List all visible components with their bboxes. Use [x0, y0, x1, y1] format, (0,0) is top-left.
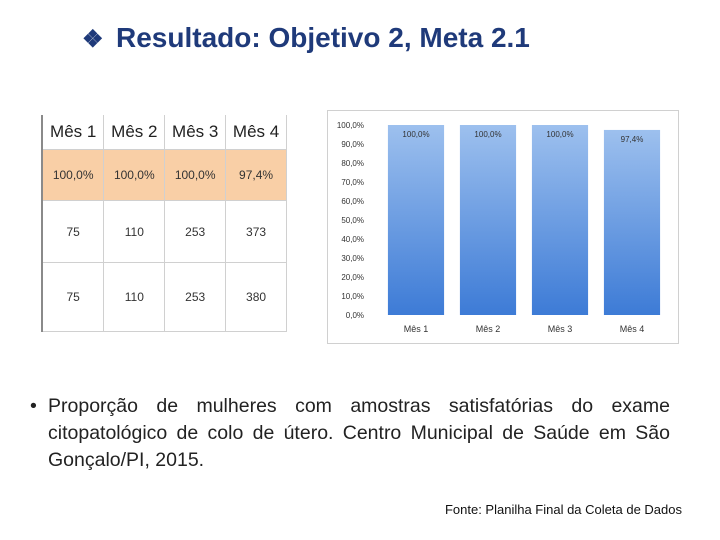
y-tick-label: 0,0%	[346, 311, 364, 320]
y-tick-label: 20,0%	[341, 273, 364, 282]
y-tick-label: 30,0%	[341, 254, 364, 263]
table-header-cell: Mês 4	[225, 115, 287, 150]
bar-data-label: 100,0%	[546, 130, 573, 139]
results-table-container: Mês 1 Mês 2 Mês 3 Mês 4 100,0% 100,0% 10…	[41, 115, 289, 332]
table-cell: 253	[164, 262, 227, 332]
y-tick-label: 50,0%	[341, 216, 364, 225]
table-row-percent: 100,0% 100,0% 100,0% 97,4%	[43, 149, 287, 201]
table-cell: 110	[103, 200, 166, 263]
bar	[459, 125, 517, 315]
table-cell: 100,0%	[164, 149, 227, 201]
table-cell: 75	[43, 262, 105, 332]
table-cell: 100,0%	[103, 149, 166, 201]
bar-data-label: 100,0%	[474, 130, 501, 139]
bar-data-label: 100,0%	[402, 130, 429, 139]
bar	[387, 125, 445, 315]
bar-chart-box: 0,0% 10,0% 20,0% 30,0% 40,0% 50,0% 60,0% 70,0% 8…	[327, 110, 679, 344]
diamond-bullet-icon: ❖	[82, 26, 104, 53]
table-cell: 373	[225, 200, 287, 263]
table-cell: 380	[225, 262, 287, 332]
x-category-label: Mês 3	[548, 324, 573, 334]
source-note: Fonte: Planilha Final da Coleta de Dados	[444, 502, 682, 517]
table-cell: 110	[103, 262, 166, 332]
slide-title-text: Resultado: Objetivo 2, Meta 2.1	[116, 22, 530, 53]
x-category-label: Mês 2	[476, 324, 501, 334]
y-tick-label: 60,0%	[341, 197, 364, 206]
table-row-denominator: 75 110 253 380	[43, 262, 287, 332]
description-paragraph: • Proporção de mulheres com amostras sat…	[30, 393, 670, 474]
bar	[603, 129, 661, 315]
table-cell: 100,0%	[43, 149, 105, 201]
y-tick-label: 100,0%	[337, 121, 364, 130]
table-header-cell: Mês 2	[103, 115, 166, 150]
y-tick-label: 70,0%	[341, 178, 364, 187]
bar-chart: 0,0% 10,0% 20,0% 30,0% 40,0% 50,0% 60,0% 70,0% 8…	[337, 121, 661, 334]
bar-data-label: 97,4%	[621, 135, 644, 144]
table-cell: 253	[164, 200, 227, 263]
table-header-cell: Mês 1	[43, 115, 105, 150]
table-header-row: Mês 1 Mês 2 Mês 3 Mês 4	[43, 115, 287, 150]
y-tick-label: 90,0%	[341, 140, 364, 149]
slide-title: ❖ Resultado: Objetivo 2, Meta 2.1	[82, 22, 530, 54]
y-tick-label: 40,0%	[341, 235, 364, 244]
bullet-dot-icon: •	[30, 395, 37, 417]
table-cell: 97,4%	[225, 149, 287, 201]
table-header-cell: Mês 3	[164, 115, 227, 150]
x-category-label: Mês 1	[404, 324, 429, 334]
x-category-label: Mês 4	[620, 324, 645, 334]
results-table: Mês 1 Mês 2 Mês 3 Mês 4 100,0% 100,0% 10…	[43, 115, 287, 332]
y-tick-label: 10,0%	[341, 292, 364, 301]
y-tick-label: 80,0%	[341, 159, 364, 168]
description-text: Proporção de mulheres com amostras satis…	[48, 395, 670, 471]
table-row-numerator: 75 110 253 373	[43, 200, 287, 263]
bar	[531, 125, 589, 315]
table-cell: 75	[43, 200, 105, 263]
